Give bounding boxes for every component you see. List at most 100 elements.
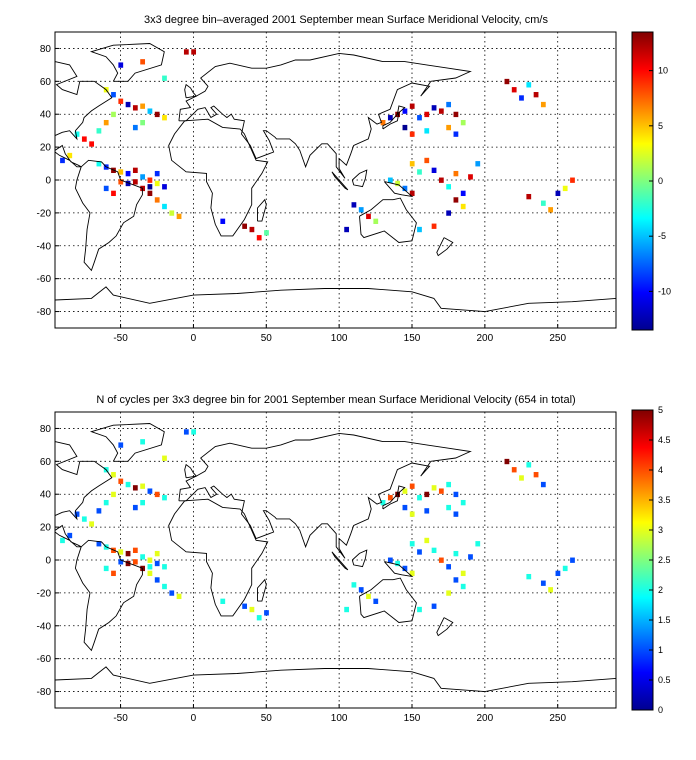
colorbar-tick-label: 2 (658, 585, 663, 595)
data-cell (162, 115, 167, 121)
colorbar-tick-label: -5 (658, 231, 666, 241)
x-tick-label: -50 (113, 333, 128, 344)
data-cell (395, 560, 401, 567)
data-cell (176, 593, 182, 600)
data-cell (373, 218, 379, 224)
data-cell (424, 157, 430, 164)
data-cell (249, 606, 255, 613)
data-cell (540, 101, 546, 108)
data-cell (140, 554, 146, 560)
data-cell (140, 59, 146, 65)
data-cell (548, 587, 554, 593)
x-tick-label: 200 (477, 713, 494, 724)
panel1-title: 3x3 degree bin–averaged 2001 September m… (144, 14, 548, 26)
data-cell (417, 495, 422, 501)
data-cell (417, 549, 422, 555)
data-cell (147, 488, 153, 494)
data-cell (67, 532, 73, 539)
data-cell (438, 557, 444, 563)
data-cell (424, 491, 430, 498)
data-cell (140, 439, 146, 445)
data-cell (453, 111, 459, 118)
data-cell (74, 131, 80, 137)
data-cell (242, 603, 248, 609)
data-cell (417, 226, 422, 233)
data-cell (431, 223, 437, 229)
data-cell (256, 235, 262, 241)
data-cell (89, 141, 95, 147)
data-cell (504, 458, 510, 465)
coastline (382, 485, 406, 510)
data-cell (154, 550, 160, 557)
coastline (436, 237, 454, 257)
data-cell (125, 550, 131, 557)
data-cell (111, 491, 116, 498)
data-cell (409, 190, 415, 197)
coastline (178, 432, 472, 559)
data-cell (118, 179, 124, 185)
data-cell (162, 455, 167, 461)
data-cell (409, 161, 415, 167)
data-cell (132, 124, 138, 131)
data-cell (125, 101, 131, 108)
data-cell (154, 170, 160, 177)
data-cell (460, 119, 466, 126)
data-cell (162, 75, 167, 81)
data-cell (460, 203, 466, 210)
coastline (74, 539, 143, 652)
data-cell (446, 590, 452, 596)
colorbar-tick-label: 0.5 (658, 675, 671, 685)
data-cell (453, 170, 459, 177)
x-tick-label: 150 (404, 333, 421, 344)
data-cell (453, 131, 459, 137)
y-tick-label: 20 (40, 523, 52, 534)
data-cell (570, 177, 575, 183)
data-cell (417, 115, 422, 121)
data-cell (111, 472, 116, 478)
data-cell (147, 108, 153, 114)
colorbar-tick-label: 0 (658, 176, 663, 186)
data-cell (366, 593, 371, 600)
data-cell (103, 119, 109, 126)
data-cell (519, 475, 524, 481)
data-cell (417, 606, 422, 613)
data-cell (446, 124, 452, 131)
panel2-colorbar-ticks: 5 4.5 4 3.5 3 2.5 2 1.5 1 0.5 0 (649, 405, 671, 715)
coastline (383, 561, 414, 578)
data-cell (147, 184, 153, 190)
data-cell (468, 554, 473, 560)
data-cell (526, 573, 532, 580)
panel2-coastlines (54, 423, 617, 693)
data-cell (395, 180, 401, 187)
data-cell (417, 169, 422, 175)
y-tick-label: 60 (40, 457, 52, 468)
data-cell (387, 557, 393, 563)
data-cell (446, 101, 452, 108)
data-cell (147, 190, 153, 197)
data-cell (526, 193, 532, 200)
data-cell (132, 179, 138, 185)
data-cell (125, 481, 131, 488)
colorbar-tick-label: 5 (658, 121, 663, 131)
data-cell (118, 442, 124, 448)
data-cell (96, 161, 102, 167)
data-cell (431, 485, 437, 491)
data-cell (118, 98, 124, 104)
data-cell (387, 115, 393, 121)
x-tick-label: 50 (261, 333, 273, 344)
data-cell (249, 226, 255, 233)
data-cell (111, 570, 116, 577)
y-tick-label: 20 (40, 143, 52, 154)
coastline (257, 578, 267, 602)
data-cell (468, 174, 473, 180)
coastline (351, 169, 368, 188)
y-tick-label: 0 (45, 176, 51, 187)
x-tick-label: 250 (549, 713, 566, 724)
data-cell (96, 541, 102, 547)
data-cell (533, 92, 539, 98)
y-tick-label: -40 (37, 621, 52, 632)
data-cell (118, 62, 124, 68)
data-cell (380, 119, 386, 126)
data-cell (555, 190, 561, 197)
